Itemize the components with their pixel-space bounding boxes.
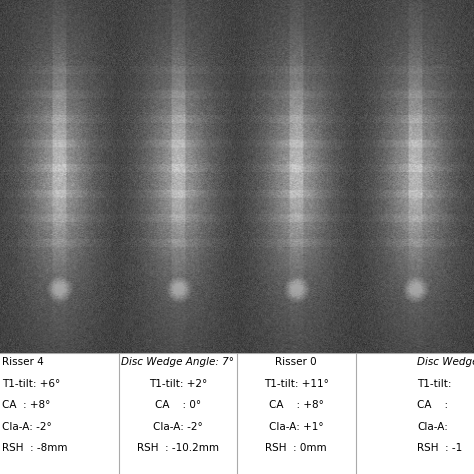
Text: T1-tilt: +6°: T1-tilt: +6° (2, 379, 61, 389)
Text: CA    :: CA : (417, 400, 448, 410)
Text: RSH  : 0mm: RSH : 0mm (265, 444, 327, 454)
Bar (0, 353, 118, 474)
Text: Cla-A: -2°: Cla-A: -2° (153, 422, 202, 432)
Bar (118, 353, 237, 474)
Text: Risser 4: Risser 4 (2, 357, 44, 367)
Text: RSH  : -8mm: RSH : -8mm (2, 444, 68, 454)
Text: Disc Wedge: Disc Wedge (417, 357, 474, 367)
Bar (356, 353, 474, 474)
Text: CA  : +8°: CA : +8° (2, 400, 51, 410)
Text: perative: perative (31, 10, 87, 23)
Text: RSH  : -10.2mm: RSH : -10.2mm (137, 444, 219, 454)
Text: RSH  : -1: RSH : -1 (417, 444, 462, 454)
Text: T1-tilt: +11°: T1-tilt: +11° (264, 379, 328, 389)
Text: Risser 0: Risser 0 (275, 357, 317, 367)
Text: Disc Wedge Angle: 7°: Disc Wedge Angle: 7° (121, 357, 234, 367)
Text: CA    : +8°: CA : +8° (269, 400, 324, 410)
Text: Final Follow Up: Final Follow Up (127, 10, 228, 23)
Text: Cla-A: -2°: Cla-A: -2° (2, 422, 52, 432)
Text: T1-tilt: +2°: T1-tilt: +2° (149, 379, 207, 389)
Text: CA    : 0°: CA : 0° (155, 400, 201, 410)
Bar (237, 353, 356, 474)
Text: Preoperative: Preoperative (253, 10, 339, 23)
Text: Cla-A: +1°: Cla-A: +1° (269, 422, 324, 432)
Text: T1-tilt:: T1-tilt: (417, 379, 452, 389)
Text: Cla-A:: Cla-A: (417, 422, 448, 432)
Text: Final Fol: Final Fol (387, 10, 443, 23)
